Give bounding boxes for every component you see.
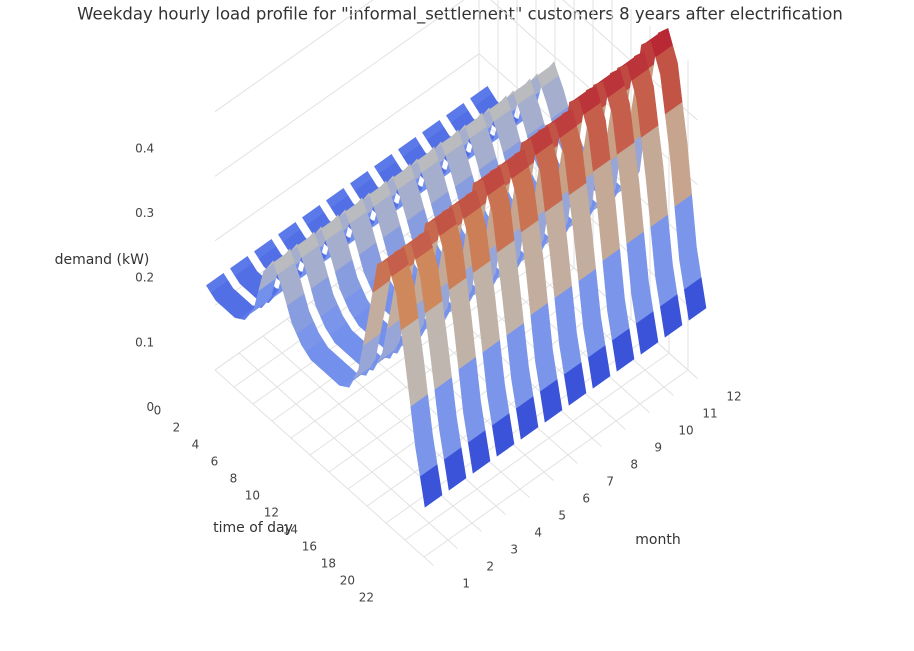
ribbon-segment [602,248,630,342]
x-tick-label: 20 [340,573,355,587]
x-tick-label: 16 [302,539,317,553]
x-tick-label: 2 [173,420,181,434]
grid-line [214,369,434,566]
ribbon-segment [587,345,611,389]
z-tick-label: 0 [147,400,155,414]
grid-line [262,335,482,532]
ribbon-segment [635,311,659,355]
ribbon-segment [515,396,539,440]
grid-line [238,352,458,549]
z-axis-title: demand (kW) [55,252,150,268]
y-axis-title: month [635,532,680,548]
chart-title: Weekday hourly load profile for "informa… [77,5,843,25]
ribbon-segment [506,323,534,410]
x-tick-label: 22 [359,590,374,604]
y-tick-label: 11 [702,407,717,421]
x-tick-label: 10 [245,488,260,502]
x-tick-label: 0 [154,403,162,417]
ribbon-segment [410,394,438,478]
ribbon-segment [640,125,669,228]
ribbon-segment [659,294,683,338]
y-tick-label: 8 [630,458,638,472]
ribbon-segment [563,362,587,406]
y-tick-label: 4 [534,526,542,540]
ribbon-segment [443,447,467,491]
grid-line [214,0,698,121]
z-tick-label: 0.1 [135,335,154,349]
ribbon-segment [467,430,491,474]
z-tick-label: 0.3 [135,206,154,220]
z-tick-label: 0.2 [135,271,154,285]
y-tick-label: 6 [582,492,590,506]
ribbon-segment [434,377,462,461]
x-tick-label: 14 [283,522,298,536]
y-tick-label: 1 [462,577,470,591]
x-tick-label: 6 [211,454,219,468]
z-tick-label: 0.4 [135,142,154,156]
ribbon-segment [491,413,515,457]
ribbon-segment [578,268,606,359]
y-tick-label: 5 [558,509,566,523]
ribbon-segment [419,464,443,508]
y-tick-label: 9 [654,441,662,455]
y-tick-label: 7 [606,475,614,489]
ribbon-segment [482,340,510,427]
y-tick-label: 3 [510,543,518,557]
ribbon-segment [674,194,702,291]
ribbon-segment [655,45,683,116]
y-tick-label: 2 [486,560,494,574]
x-tick-label: 4 [192,437,200,451]
ribbon-segment [650,214,678,308]
ribbon-segment [611,328,635,372]
x-tick-label: 12 [264,505,279,519]
x-axis-title: time of day [213,520,293,536]
x-tick-label: 18 [321,556,336,570]
ribbon-segment [458,357,486,444]
ribbon-segment [683,277,707,321]
y-tick-label: 10 [678,424,693,438]
x-tick-label: 8 [230,471,238,485]
ribbon-segment [539,379,563,423]
y-tick-label: 12 [726,390,741,404]
ribbon-segment [530,302,558,393]
ribbon-segment [554,285,582,376]
